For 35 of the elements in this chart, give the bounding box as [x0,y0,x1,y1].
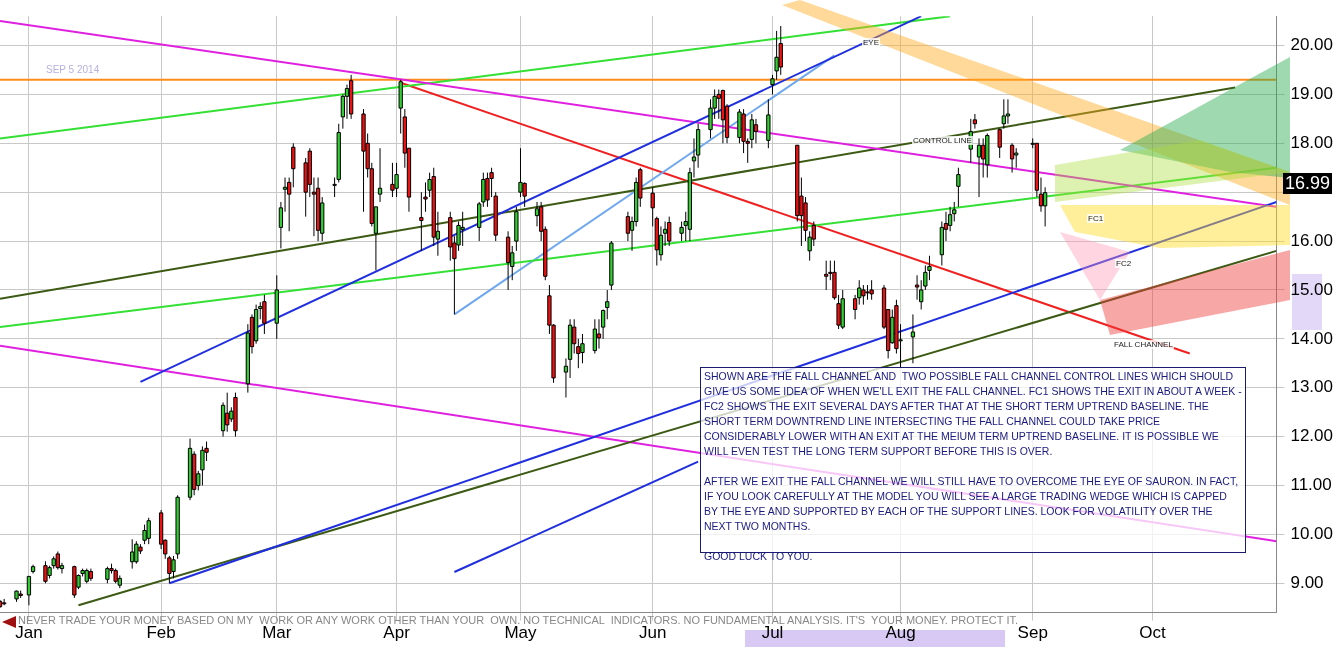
candlestick [956,167,961,208]
x-tick-label: Feb [146,623,176,643]
y-tick-label: 15.00 [1290,279,1334,299]
text: SEP 5 2014 [46,64,100,75]
x-tick-label: Mar [262,623,292,643]
candlestick [361,108,366,213]
y-tick-label: 13.00 [1290,377,1334,397]
y-tick-label: 9.00 [1290,572,1324,592]
annotation: FC2 [1115,259,1133,268]
text: 16.99 [1283,173,1333,194]
y-tick-label: 10.00 [1290,524,1334,544]
annotation: CONTROL LINE [912,136,973,145]
x-tick-label: Jan [15,623,43,643]
y-tick-label: 16.00 [1290,230,1334,250]
candlestick [394,162,399,198]
annotation: FC1 [1087,214,1105,223]
text: NEVER TRADE YOUR MONEY BASED ON MY WORK OR ANY WORK OTHER THAN YOUR OWN. NO TECHNICAL INDICATORS. NO FUNDAMENTAL ANALYSIS. IT'S YOUR MONEY. PROTECT IT. [18,614,1019,626]
text: SHOWN ARE THE FALL CHANNEL AND TWO POSSIBLE FALL CHANNEL CONTROL LINES WHICH SHOULD GIVE US SOME IDEA OF WHEN WE'LL EXIT THE FALL CHANNEL. FC1 SHOWS THE EXIT IN ABOUT A WEEK - FC2 SHOWS THE EXIT SEVERAL DAYS AFTER THAT AT THE SHORT TERM UPTREND BASELINE. THE SHORT TERM DOWNTREND LINE INTERSECTING THE FALL CHANNEL COULD TAKE PRICE CONSIDERABLY LOWER WITH AN EXIT AT THE MEIUM TERM UPTREND BASELINE. IT IS POSSIBLE WE WILL EVEN TEST THE LONG TERM SUPPORT BEFORE THIS IS OVER. AFTER WE EXIT THE FALL CHANNEL WE WILL STILL HAVE TO OVERCOME THE EYE OF SAURON. IN FACT, IF YOU LOOK CAREFULLY AT THE MODEL YOU WILL SEE A LARGE TRADING WEDGE WHICH IS CAPPED BY THE EYE AND SUPPORTED BY EACH OF THE SUPPORT LINES. LOOK FOR VOLATILITY OVER THE NEXT TWO MONTHS. GOOD LUCK TO YOU. [704,370,1242,562]
annotation: EYE [862,38,881,47]
x-tick-label: Oct [1139,623,1167,643]
y-tick-label: 12.00 [1290,426,1334,446]
annotation: FALL CHANNEL [1113,340,1174,349]
x-tick-label: Sep [1017,623,1048,643]
x-tick-label: Aug [885,623,916,643]
x-tick-label: May [504,623,538,643]
x-tick-label: Jul [761,623,784,643]
y-tick-label: 20.00 [1290,35,1334,55]
y-tick-label: 18.00 [1290,132,1334,152]
y-tick-label: 11.00 [1290,475,1332,495]
candlestick [262,294,267,335]
x-tick-label: Apr [383,623,411,643]
x-tick-label: Jun [638,623,667,643]
candlestick [43,560,48,584]
y-tick-label: 14.00 [1290,328,1334,348]
y-tick-label: 19.00 [1290,84,1334,104]
